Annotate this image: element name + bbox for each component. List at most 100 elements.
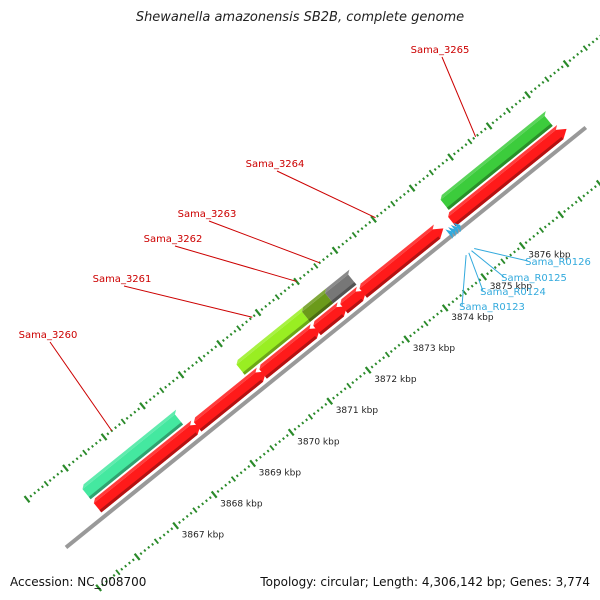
outer-tick-mark [587, 43, 591, 47]
inner-tick-mark [216, 489, 220, 493]
gene-label: Sama_3265 [411, 45, 470, 56]
outer-tick-mark [349, 236, 352, 240]
outer-tick-mark [287, 286, 291, 290]
outer-tick-track [23, 34, 600, 503]
inner-tick-mark [590, 188, 593, 192]
inner-tick-mark [104, 580, 108, 584]
outer-tick-mark [183, 370, 187, 374]
inner-tick-mark [551, 219, 555, 223]
outer-tick-mark [125, 416, 129, 420]
outer-tick-mark [254, 308, 262, 317]
outer-tick-mark [322, 258, 325, 262]
inner-tick-mark [312, 412, 316, 416]
inner-tick-mark [500, 258, 506, 265]
outer-tick-mark [56, 472, 60, 476]
outer-tick-mark [260, 307, 264, 311]
inner-tick-mark [162, 533, 166, 537]
rna-marker [448, 227, 456, 237]
outer-tick-mark [129, 413, 133, 417]
inner-tick-mark [335, 393, 339, 397]
inner-tick-mark [563, 209, 567, 213]
outer-tick-mark [216, 339, 223, 348]
inner-tick-mark [480, 273, 488, 281]
inner-tick-mark [518, 241, 526, 250]
outer-tick-mark [591, 40, 595, 44]
inner-tick-mark [166, 530, 170, 534]
outer-tick-mark [428, 169, 434, 176]
outer-tick-mark [441, 161, 445, 165]
outer-tick-mark [370, 215, 377, 224]
outer-tick-mark [595, 37, 599, 41]
inner-tick-mark [403, 335, 411, 343]
gene-leader-line [276, 170, 376, 219]
label-layer: 3867 kbp 3868 kbp 3869 kbp 3870 kbp 3871 kbp… [19, 45, 591, 541]
inner-tick-mark [543, 225, 547, 229]
outer-tick-mark [221, 339, 225, 343]
inner-tick-mark [428, 318, 432, 322]
rna-leader-line [461, 254, 467, 307]
inner-tick-mark [432, 315, 436, 319]
outer-tick-mark [67, 463, 71, 467]
inner-tick-mark [524, 241, 528, 245]
outer-tick-mark [71, 460, 75, 464]
outer-tick-mark [152, 395, 156, 399]
outer-tick-mark [549, 74, 553, 78]
outer-tick-mark [164, 385, 168, 389]
outer-tick-mark [137, 407, 141, 411]
inner-tick-mark [557, 210, 565, 219]
inner-tick-mark [577, 196, 583, 202]
outer-tick-mark [485, 122, 493, 130]
inner-tick-mark [189, 511, 193, 515]
inner-tick-mark [208, 496, 212, 500]
inner-tick-mark [339, 390, 343, 394]
scale-label: 3868 kbp [220, 500, 263, 510]
inner-tick-mark [378, 359, 382, 363]
inner-tick-mark [282, 437, 285, 441]
outer-tick-mark [472, 136, 476, 140]
inner-tick-mark [393, 346, 397, 350]
outer-tick-mark [60, 469, 64, 473]
inner-tick-mark [224, 483, 228, 487]
outer-tick-mark [499, 115, 503, 119]
outer-tick-mark [33, 491, 37, 495]
outer-tick-mark [236, 325, 242, 332]
outer-tick-mark [553, 71, 557, 75]
outer-tick-mark [345, 239, 349, 243]
outer-tick-mark [117, 423, 121, 427]
inner-tick-mark [153, 538, 159, 545]
outer-tick-mark [274, 294, 280, 300]
scale-label: 3872 kbp [374, 375, 417, 385]
inner-tick-mark [228, 480, 232, 484]
outer-tick-mark [414, 183, 418, 187]
outer-tick-mark [351, 231, 357, 238]
inner-tick-mark [459, 293, 463, 297]
inner-tick-mark [243, 468, 247, 472]
outer-tick-mark [279, 292, 283, 296]
inner-tick-mark [258, 455, 262, 459]
outer-tick-mark [159, 387, 165, 394]
outer-tick-mark [245, 320, 248, 324]
inner-tick-mark [389, 349, 393, 353]
outer-tick-mark [40, 485, 44, 489]
inner-tick-mark [423, 320, 429, 327]
inner-tick-mark [486, 272, 490, 276]
inner-tick-mark [351, 381, 355, 385]
inner-tick-mark [249, 459, 257, 468]
outer-tick-mark [437, 164, 441, 168]
gene-label: Sama_3262 [144, 234, 203, 245]
outer-tick-mark [310, 267, 314, 271]
inner-tick-mark [538, 227, 545, 234]
outer-tick-mark [456, 149, 460, 153]
gene-leader-line [441, 56, 477, 138]
topology-text: Topology: circular; Length: 4,306,142 bp… [260, 575, 590, 589]
outer-tick-mark [418, 180, 422, 184]
scale-label: 3870 kbp [297, 437, 340, 447]
outer-tick-mark [29, 494, 33, 498]
outer-tick-mark [23, 495, 31, 503]
inner-tick-mark [128, 561, 131, 565]
inner-tick-mark [555, 216, 559, 220]
outer-tick-mark [168, 382, 171, 386]
map-title: Shewanella amazonensis SB2B, complete ge… [135, 10, 465, 25]
inner-tick-mark [412, 331, 416, 335]
rna-leader-line [468, 252, 484, 292]
